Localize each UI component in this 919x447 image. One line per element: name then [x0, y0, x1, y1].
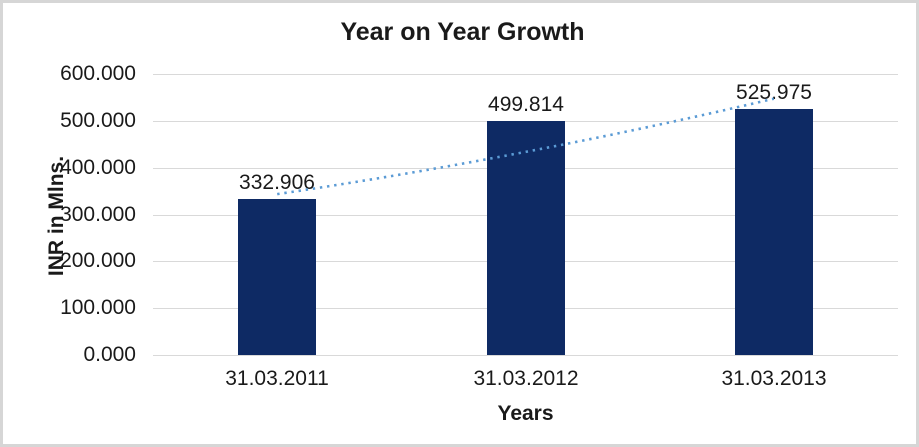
bar — [735, 109, 813, 355]
x-axis-title: Years — [497, 402, 554, 425]
x-tick-label: 31.03.2011 — [225, 367, 329, 390]
y-tick-label: 200.000 — [60, 249, 136, 272]
bar-value-label: 332.906 — [239, 171, 315, 194]
bar — [238, 199, 316, 355]
y-tick-label: 400.000 — [60, 156, 136, 179]
y-tick-label: 600.000 — [60, 62, 136, 85]
y-tick-label: 0.000 — [83, 343, 136, 366]
x-tick-label: 31.03.2012 — [473, 367, 579, 390]
bar-value-label: 525.975 — [736, 81, 812, 104]
gridline — [153, 74, 898, 75]
x-tick-label: 31.03.2013 — [721, 367, 827, 390]
bar-value-label: 499.814 — [488, 93, 564, 116]
chart-title: Year on Year Growth — [340, 18, 585, 46]
y-tick-label: 500.000 — [60, 109, 136, 132]
gridline — [153, 355, 898, 356]
y-tick-label: 100.000 — [60, 296, 136, 319]
bar — [487, 121, 565, 355]
y-tick-label: 300.000 — [60, 203, 136, 226]
